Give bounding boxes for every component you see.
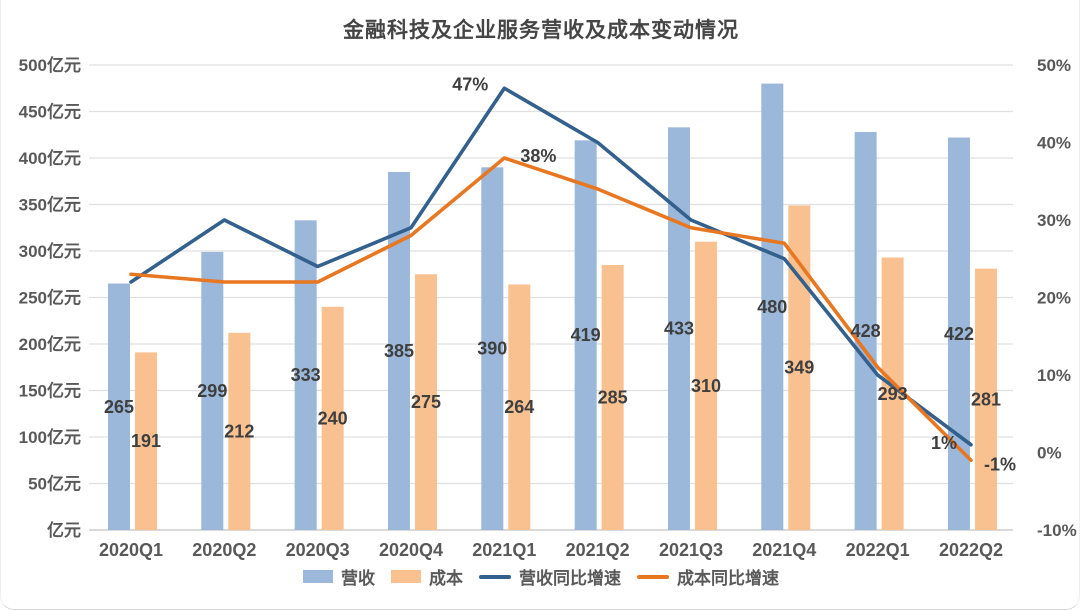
y-left-tick-label: 400亿元: [19, 148, 81, 168]
y-right-tick-label: 10%: [1037, 366, 1071, 385]
legend-label: 营收同比增速: [519, 569, 621, 588]
cost-value-label: 285: [598, 387, 628, 407]
legend-label: 成本: [429, 569, 463, 588]
revenue-bar: [667, 127, 690, 530]
cost-bar: [508, 284, 531, 530]
legend-label: 营收: [341, 569, 375, 588]
legend-item-revenue: 营收: [303, 564, 375, 589]
y-right-tick-label: 30%: [1037, 211, 1071, 230]
y-left-tick-label: 100亿元: [19, 427, 81, 447]
x-tick-label: 2021Q4: [752, 540, 816, 560]
cost-value-label: 281: [971, 389, 1001, 409]
revenue-bar: [201, 251, 224, 530]
revenue-growth-line: [129, 86, 973, 447]
y-left-tick-label: 250亿元: [19, 288, 81, 308]
x-tick-label: 2021Q3: [659, 540, 723, 560]
cost-bar: [135, 352, 157, 530]
cost-value-label: 240: [318, 408, 348, 428]
y-left-tick-label: 200亿元: [19, 334, 81, 354]
x-tick-label: 2020Q4: [379, 540, 443, 560]
revenue-value-label: 433: [664, 319, 694, 339]
growth-annotation: -1%: [984, 454, 1016, 474]
legend-swatch-cost-growth: [637, 574, 669, 579]
y-left-tick-label: 450亿元: [19, 102, 81, 122]
chart-legend: 营收 成本 营收同比增速 成本同比增速: [1, 564, 1080, 589]
legend-label: 成本同比增速: [677, 569, 779, 588]
legend-item-cost: 成本: [391, 564, 463, 589]
y-left-tick-label: 50亿元: [28, 474, 81, 494]
cost-value-label: 275: [411, 392, 441, 412]
revenue-value-label: 385: [384, 341, 414, 361]
revenue-bar: [108, 283, 130, 530]
revenue-bar: [481, 167, 504, 531]
y-right-tick-label: 20%: [1037, 289, 1071, 308]
revenue-bar: [854, 131, 877, 530]
y-left-tick-label: 500亿元: [19, 55, 81, 75]
cost-bar: [228, 332, 251, 530]
growth-annotation: 38%: [520, 146, 556, 166]
revenue-bar: [761, 83, 784, 530]
legend-item-cost-growth: 成本同比增速: [637, 564, 779, 589]
cost-bar: [601, 264, 624, 530]
cost-value-label: 310: [691, 376, 721, 396]
y-right-tick-label: -10%: [1037, 521, 1077, 540]
cost-bar: [414, 274, 437, 530]
cost-value-label: 293: [878, 384, 908, 404]
revenue-bar: [294, 220, 317, 530]
revenue-value-label: 419: [571, 325, 601, 345]
y-right-tick-label: 50%: [1037, 56, 1071, 75]
cost-bar: [881, 257, 904, 530]
legend-item-revenue-growth: 营收同比增速: [479, 564, 621, 589]
cost-bar: [694, 241, 717, 530]
revenue-value-label: 422: [944, 324, 974, 344]
y-left-tick-label: 亿元: [47, 520, 81, 540]
y-right-tick-label: 40%: [1037, 134, 1071, 153]
x-tick-label: 2021Q1: [472, 540, 536, 560]
revenue-bar: [387, 171, 410, 530]
cost-value-label: 191: [131, 431, 161, 451]
growth-annotation: 1%: [931, 433, 957, 453]
cost-value-label: 264: [504, 397, 534, 417]
y-left-tick-label: 150亿元: [19, 381, 81, 401]
revenue-value-label: 428: [851, 321, 881, 341]
x-tick-label: 2022Q1: [846, 540, 910, 560]
x-tick-label: 2020Q2: [192, 540, 256, 560]
legend-swatch-revenue: [303, 570, 333, 583]
revenue-value-label: 480: [757, 297, 787, 317]
x-tick-label: 2020Q1: [99, 540, 163, 560]
cost-bar: [974, 268, 997, 530]
chart-title: 金融科技及企业服务营收及成本变动情况: [343, 19, 739, 42]
revenue-value-label: 333: [291, 365, 321, 385]
x-tick-label: 2020Q3: [286, 540, 350, 560]
cost-value-label: 212: [224, 421, 254, 441]
legend-swatch-revenue-growth: [479, 574, 511, 579]
y-right-tick-label: 0%: [1037, 444, 1062, 463]
y-left-tick-label: 300亿元: [19, 241, 81, 261]
cost-growth-line: [129, 156, 973, 463]
cost-bar: [321, 306, 344, 530]
revenue-value-label: 265: [104, 397, 134, 417]
legend-swatch-cost: [391, 570, 421, 583]
x-tick-label: 2022Q2: [939, 540, 1003, 560]
y-left-tick-label: 350亿元: [19, 195, 81, 215]
growth-annotation: 47%: [452, 74, 488, 94]
revenue-bar: [574, 140, 597, 530]
cost-value-label: 349: [784, 358, 814, 378]
x-tick-label: 2021Q2: [566, 540, 630, 560]
revenue-value-label: 390: [477, 339, 507, 359]
revenue-value-label: 299: [197, 381, 227, 401]
